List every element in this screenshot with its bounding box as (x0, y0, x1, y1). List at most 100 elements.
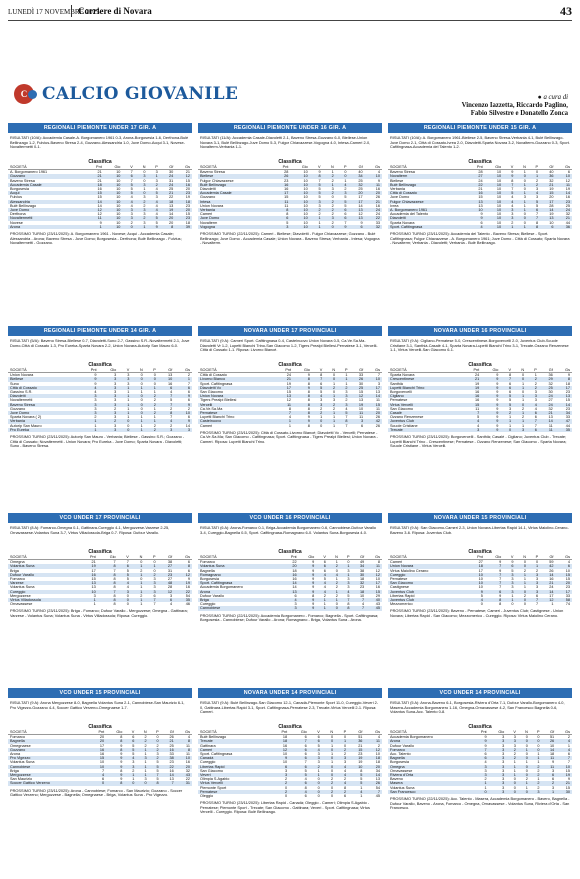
stat-cell: 23 (284, 178, 289, 183)
stat-cell: 4 (316, 572, 328, 578)
stat-cell: 8 (293, 402, 312, 407)
stat-cell: 2 (322, 208, 336, 213)
table-row: Union Novara 18 7 6 0 1 42 6 (388, 564, 572, 569)
stat-cell: 1 (140, 423, 143, 428)
stat-cell: 36 (548, 373, 553, 378)
stat-cell: 0 (131, 394, 145, 399)
standings-block: REGIONALI PIEMONTE UNDER 14 GIR. A RISULT… (8, 326, 192, 452)
stat-cell: 5 (126, 577, 129, 582)
table-row: Biellese 26 10 8 2 0 34 10 (198, 174, 382, 179)
stat-cell: 0 (317, 785, 320, 790)
team-name: Intesa (198, 199, 272, 204)
team-name: Omegnaese (10, 743, 31, 748)
stat-cell: 9 (499, 593, 502, 598)
stat-cell: 1 (332, 381, 336, 386)
table-row: Derthona 12 10 3 3 4 14 15 (8, 212, 192, 216)
stat-cell: 8 (527, 224, 541, 230)
stat-cell: 4 (79, 385, 99, 391)
standings-heading: Classifica (278, 362, 302, 368)
team-name: Bagnella (8, 739, 89, 744)
table-header: SOCIETÀ Pnt Gio V N P Gf Gs (8, 555, 192, 561)
standings-table: SOCIETÀ Pnt Gio V N P Gf Gs Baveno Stresa 28 10 9 1 0… (198, 165, 382, 230)
stat-cell: 2 (321, 781, 336, 786)
stat-cell: 9 (481, 427, 501, 433)
stat-cell: 10 (99, 760, 105, 765)
stat-cell: 8 (97, 598, 118, 603)
stat-cell: 4 (147, 208, 160, 213)
stat-cell: 30 (351, 572, 367, 578)
stat-cell: 6 (348, 224, 365, 230)
table-row: Gozzano 3 2 1 0 1 2 2 (8, 407, 192, 411)
stat-cell: 3 (308, 756, 322, 761)
stat-cell: 19 (549, 212, 554, 217)
team-name: Arona (8, 224, 86, 230)
column-header: SOCIETÀ (388, 555, 467, 561)
stat-cell: 1 (515, 581, 528, 586)
stat-cell: 4 (130, 203, 133, 208)
stat-cell: 40 (549, 170, 554, 175)
stat-cell: 3 (79, 402, 99, 407)
stat-cell: 6 (526, 411, 539, 416)
stat-cell: 3 (552, 785, 555, 790)
stat-cell: 13 (466, 199, 485, 204)
stat-cell: 11 (349, 411, 366, 416)
stat-cell: 9 (466, 216, 485, 221)
standings-table: SOCIETÀ Pnt Gio V N P Gf Gs Omegna 21 7 7 0 0 38 6 Volan… (8, 555, 192, 606)
stat-cell: 0 (525, 735, 528, 740)
stat-cell: 25 (358, 178, 363, 183)
stat-cell: 1 (131, 419, 145, 424)
stat-cell: 15 (88, 756, 107, 761)
stat-cell: 2 (269, 781, 290, 786)
stat-cell: 9 (567, 777, 570, 782)
stat-cell: 3 (552, 768, 555, 773)
match-results: RISULTATI (5 A): Arona-Baveno 6-1, Borgo… (390, 701, 565, 715)
team-name: Pro Eureka (8, 427, 80, 433)
stat-cell: 46 (185, 602, 190, 607)
stat-cell: 0 (517, 739, 530, 744)
stat-cell: 9 (298, 606, 317, 611)
stat-cell: 6 (323, 560, 326, 565)
stat-cell: 26 (375, 423, 380, 428)
stat-cell: 1 (134, 224, 148, 230)
stat-cell: 13 (358, 398, 364, 403)
standings-table: SOCIETÀ Pnt Gio V N P Gf Gs Baveno Stresa 28 10 9 1 0… (388, 165, 572, 230)
stat-cell: 1 (484, 785, 487, 790)
team-name: Union Novara (10, 373, 34, 378)
stat-cell: 8 (159, 224, 176, 230)
stat-cell: 17 (99, 743, 105, 748)
stat-cell: 3 (114, 373, 117, 378)
stat-cell: 18 (185, 220, 190, 225)
team-name: Cameri (200, 212, 213, 217)
stat-cell: 14 (540, 572, 556, 578)
stat-cell: 6 (536, 593, 539, 598)
stat-cell: 18 (359, 577, 365, 582)
stat-cell: 10 (282, 752, 288, 757)
stat-cell: 5 (130, 187, 133, 192)
stat-cell: 21 (478, 187, 483, 192)
stat-cell: 0 (153, 373, 156, 378)
stat-cell: 47 (554, 419, 572, 424)
stat-cell: 24 (159, 174, 176, 179)
stat-cell: 21 (364, 199, 382, 204)
stat-cell: 26 (169, 735, 174, 740)
stat-cell: 25 (565, 203, 570, 208)
stat-cell: 1 (324, 394, 338, 399)
column-header: V (117, 555, 131, 561)
stat-cell: 8 (307, 423, 310, 428)
column-header: Gs (174, 555, 192, 561)
table-row: Biellese 24 10 8 0 2 32 12 (388, 179, 572, 183)
stat-cell: 1 (537, 777, 540, 782)
stat-cell: 0 (148, 739, 161, 744)
stat-cell: 16 (169, 768, 174, 773)
stat-cell: 13 (348, 208, 365, 213)
stat-cell: 6 (508, 390, 512, 395)
stat-cell: 6 (304, 752, 307, 757)
page-number: 43 (560, 4, 572, 18)
stat-cell: 10 (290, 191, 310, 196)
table-row: Novaltermetti 11 10 3 2 5 20 23 (8, 216, 192, 221)
stat-cell: 19 (556, 773, 572, 778)
stat-cell: 4 (339, 589, 352, 594)
stat-cell: 3 (331, 187, 334, 192)
stat-cell: 1 (511, 593, 514, 598)
table-row: Novese 9 10 2 3 5 20 18 (8, 221, 192, 225)
